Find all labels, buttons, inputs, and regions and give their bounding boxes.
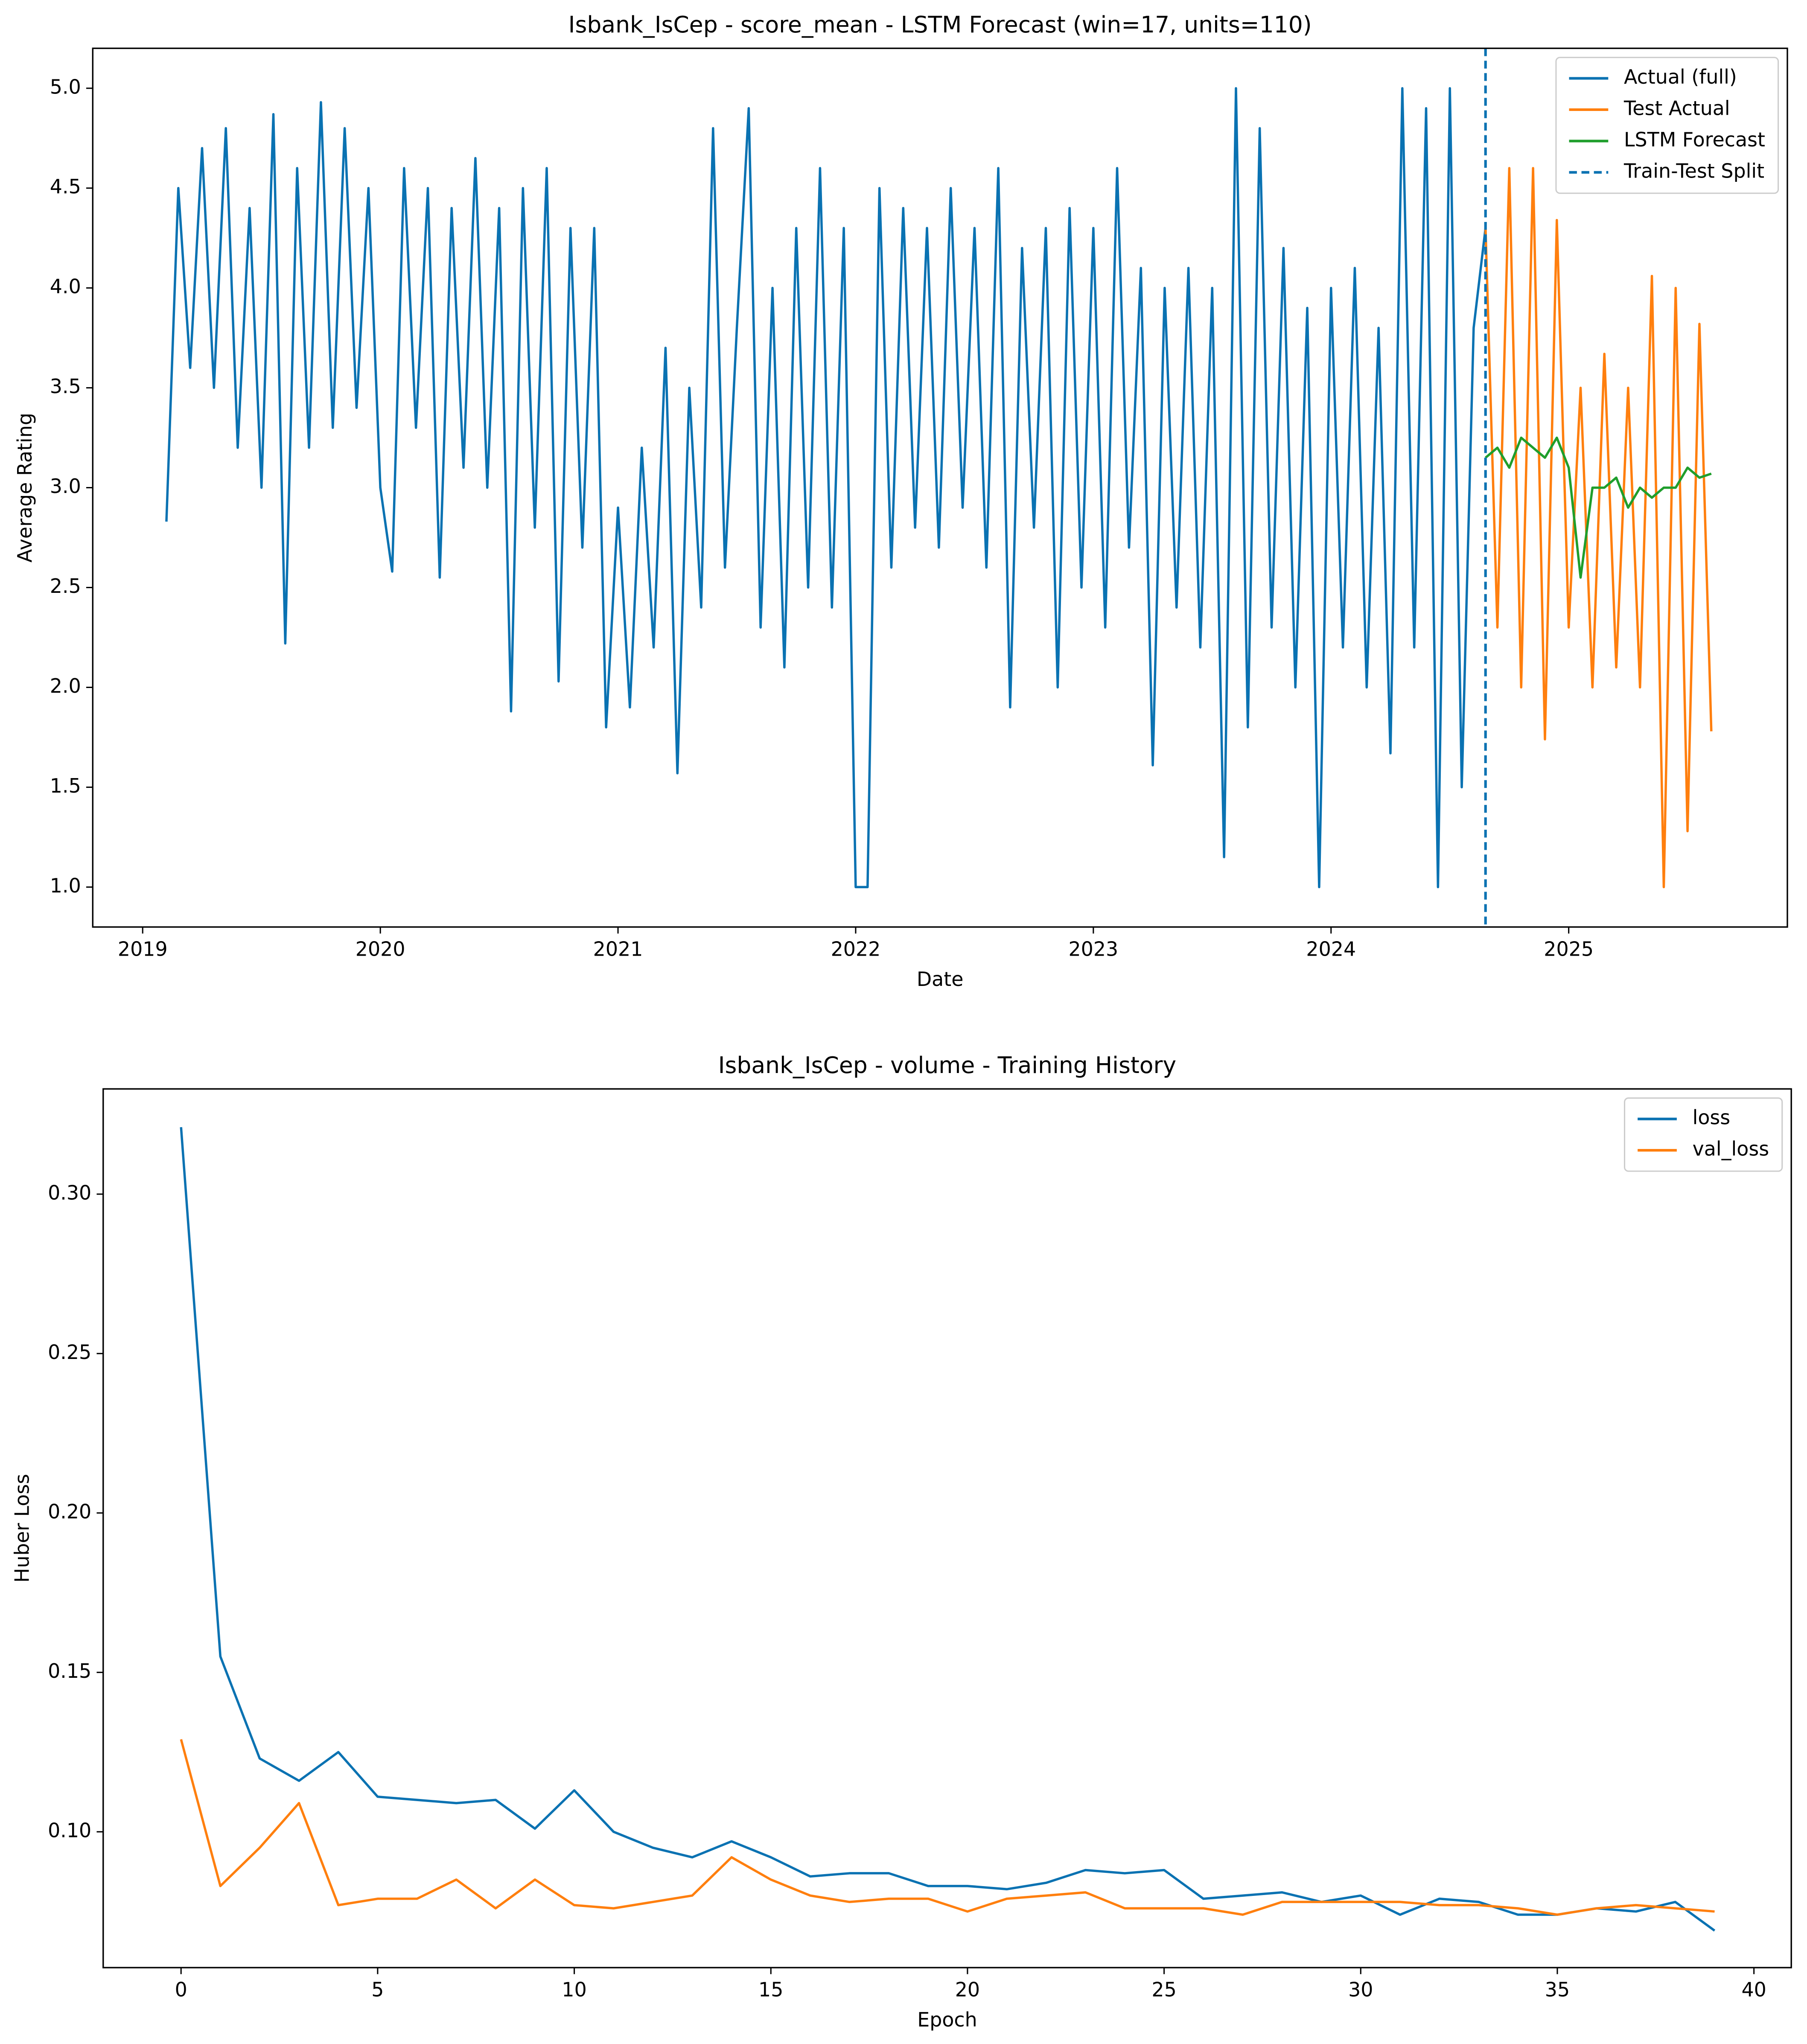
x-tick-label: 25 [1151, 1978, 1176, 2001]
series-line [1484, 436, 1712, 579]
x-tick-label: 30 [1348, 1978, 1373, 2001]
x-tick-label: 40 [1741, 1978, 1766, 2001]
x-tick-label: 2022 [831, 938, 881, 961]
x-tick-label: 10 [562, 1978, 586, 2001]
y-axis-label: Average Rating [13, 413, 36, 563]
x-tick-label: 5 [371, 1978, 384, 2001]
y-tick-label: 5.0 [50, 75, 81, 98]
x-tick-label: 2023 [1068, 938, 1118, 961]
chart-title: Isbank_IsCep - volume - Training History [718, 1052, 1177, 1079]
legend-label: Test Actual [1623, 96, 1730, 120]
legend-box [1555, 57, 1779, 194]
y-tick-label: 3.5 [50, 375, 81, 398]
y-tick-label: 0.15 [48, 1659, 91, 1682]
legend: loss val_loss [1624, 1097, 1783, 1172]
y-tick-label: 1.0 [50, 874, 81, 897]
x-tick-label: 2020 [356, 938, 405, 961]
legend-label: Actual (full) [1624, 65, 1737, 88]
y-tick-label: 0.20 [48, 1500, 91, 1523]
chart-title: Isbank_IsCep - score_mean - LSTM Forecas… [568, 11, 1312, 38]
x-tick-label: 2019 [118, 938, 168, 961]
x-tick-label: 20 [955, 1978, 980, 2001]
y-tick-label: 2.0 [50, 674, 81, 697]
legend-label: val_loss [1693, 1137, 1769, 1161]
legend-label: LSTM Forecast [1624, 128, 1765, 151]
x-tick-label: 2024 [1306, 938, 1356, 961]
chart: Isbank_IsCep - score_mean - LSTM Forecas… [13, 11, 1788, 991]
plot-frame [92, 47, 1788, 928]
y-tick-label: 3.0 [50, 475, 81, 498]
x-tick-label: 35 [1545, 1978, 1570, 2001]
x-axis-label: Epoch [917, 2008, 977, 2031]
y-tick-label: 0.30 [48, 1181, 91, 1204]
series-line [180, 1739, 1715, 1916]
chart: Isbank_IsCep - volume - Training History… [11, 1052, 1792, 2031]
y-tick-label: 1.5 [50, 774, 81, 797]
legend-box [1624, 1097, 1783, 1172]
x-axis-label: Date [917, 968, 964, 991]
series-line [1484, 167, 1713, 889]
y-axis-label: Huber Loss [11, 1474, 34, 1583]
x-tick-label: 2025 [1544, 938, 1594, 961]
y-tick-label: 4.5 [50, 175, 81, 198]
series-line [180, 1127, 1716, 1932]
y-tick-label: 0.25 [48, 1341, 91, 1364]
x-tick-label: 0 [175, 1978, 187, 2001]
x-tick-label: 2021 [593, 938, 643, 961]
y-tick-label: 4.0 [50, 275, 81, 298]
y-tick-label: 2.5 [50, 574, 81, 598]
x-tick-label: 15 [758, 1978, 783, 2001]
plot-frame [102, 1088, 1792, 1968]
legend-label: loss [1693, 1106, 1731, 1129]
legend: Actual (full) Test Actual LSTM Forecast Tra… [1555, 57, 1779, 194]
series-line [165, 87, 1487, 889]
y-tick-label: 0.10 [48, 1819, 91, 1842]
legend-label: Train-Test Split [1623, 159, 1764, 182]
